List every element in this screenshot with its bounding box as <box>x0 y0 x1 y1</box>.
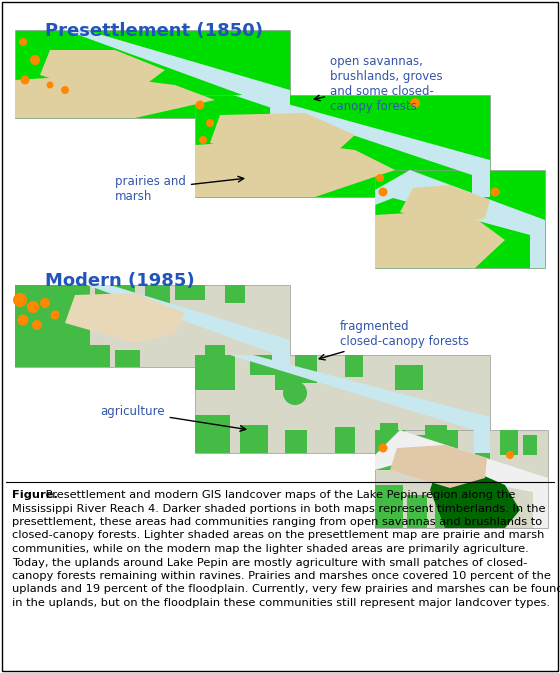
Text: closed-canopy forests. Lighter shaded areas on the presettlement map are prairie: closed-canopy forests. Lighter shaded ar… <box>12 530 544 540</box>
Bar <box>410 435 432 463</box>
Text: open savannas,
brushlands, groves
and some closed-
canopy forests: open savannas, brushlands, groves and so… <box>314 55 442 113</box>
Bar <box>500 430 518 455</box>
Bar <box>240 425 268 453</box>
Circle shape <box>506 451 514 459</box>
Polygon shape <box>45 30 290 118</box>
Circle shape <box>379 444 388 452</box>
Circle shape <box>50 310 59 320</box>
Bar <box>275 370 295 390</box>
Text: in the uplands, but on the floodplain these communities still represent major la: in the uplands, but on the floodplain th… <box>12 598 550 608</box>
Text: canopy forests remaining within ravines. Prairies and marshes once covered 10 pe: canopy forests remaining within ravines.… <box>12 571 551 581</box>
Polygon shape <box>15 75 215 118</box>
Bar <box>175 285 205 300</box>
Circle shape <box>195 100 204 110</box>
Bar <box>195 355 235 390</box>
Bar <box>470 502 485 528</box>
Circle shape <box>379 188 388 197</box>
Bar <box>80 345 110 367</box>
Bar <box>523 435 537 455</box>
Text: prairies and
marsh: prairies and marsh <box>115 175 244 203</box>
Circle shape <box>61 86 69 94</box>
Bar <box>295 355 317 383</box>
Text: Presettlement and modern GIS landcover maps of the Lake Pepin region along the: Presettlement and modern GIS landcover m… <box>42 490 515 500</box>
Bar <box>195 95 490 197</box>
Circle shape <box>32 320 42 330</box>
Bar <box>375 430 405 470</box>
Polygon shape <box>375 430 548 528</box>
Text: Figure.: Figure. <box>12 490 58 500</box>
Circle shape <box>21 75 30 85</box>
Circle shape <box>17 314 29 326</box>
Bar <box>285 430 307 453</box>
Text: fragmented
closed-canopy forests: fragmented closed-canopy forests <box>319 320 469 360</box>
Bar <box>205 345 225 367</box>
Circle shape <box>27 301 39 313</box>
Circle shape <box>30 55 40 65</box>
Text: agriculture: agriculture <box>100 405 246 431</box>
Circle shape <box>40 298 50 308</box>
Bar <box>407 495 427 528</box>
Bar <box>195 355 490 453</box>
Circle shape <box>491 188 500 197</box>
Polygon shape <box>430 472 520 528</box>
Bar <box>395 365 423 390</box>
Text: Mississippi River Reach 4. Darker shaded portions in both maps represent timberl: Mississippi River Reach 4. Darker shaded… <box>12 503 545 513</box>
Circle shape <box>376 174 384 182</box>
Bar <box>375 430 548 528</box>
Text: presettlement, these areas had communities ranging from open savannas and brushl: presettlement, these areas had communiti… <box>12 517 542 527</box>
Polygon shape <box>375 170 545 268</box>
Polygon shape <box>210 113 355 163</box>
Bar <box>115 350 140 367</box>
Circle shape <box>199 136 207 144</box>
Circle shape <box>410 98 420 108</box>
Polygon shape <box>400 185 490 228</box>
Text: Presettlement (1850): Presettlement (1850) <box>45 22 263 40</box>
Text: uplands and 19 percent of the floodplain. Currently, very few prairies and marsh: uplands and 19 percent of the floodplain… <box>12 584 560 594</box>
Bar <box>345 355 363 377</box>
Bar <box>225 285 245 303</box>
Bar <box>375 170 545 268</box>
Bar <box>425 425 447 453</box>
Text: Today, the uplands around Lake Pepin are mostly agriculture with small patches o: Today, the uplands around Lake Pepin are… <box>12 557 528 567</box>
Bar <box>250 355 280 375</box>
Bar <box>440 430 458 452</box>
Text: communities, while on the modern map the lighter shaded areas are primarily agri: communities, while on the modern map the… <box>12 544 529 554</box>
Polygon shape <box>65 293 185 343</box>
Bar <box>380 423 398 453</box>
Circle shape <box>13 293 27 307</box>
Circle shape <box>206 119 214 127</box>
Bar <box>95 285 135 307</box>
Bar <box>435 500 453 528</box>
Polygon shape <box>195 140 395 197</box>
Bar <box>335 427 355 453</box>
Polygon shape <box>375 212 505 268</box>
Polygon shape <box>40 50 165 95</box>
Circle shape <box>283 381 307 405</box>
Polygon shape <box>213 355 490 453</box>
Bar <box>15 30 290 118</box>
Polygon shape <box>70 285 290 367</box>
Bar <box>15 340 75 367</box>
Circle shape <box>46 81 54 89</box>
Bar <box>375 485 403 528</box>
Circle shape <box>19 38 27 46</box>
Bar <box>475 440 490 460</box>
Text: Modern (1985): Modern (1985) <box>45 272 195 290</box>
Bar <box>195 415 230 453</box>
Polygon shape <box>390 445 487 488</box>
Bar <box>15 285 290 367</box>
Polygon shape <box>215 95 490 197</box>
Bar <box>15 285 90 367</box>
Bar <box>145 285 170 303</box>
